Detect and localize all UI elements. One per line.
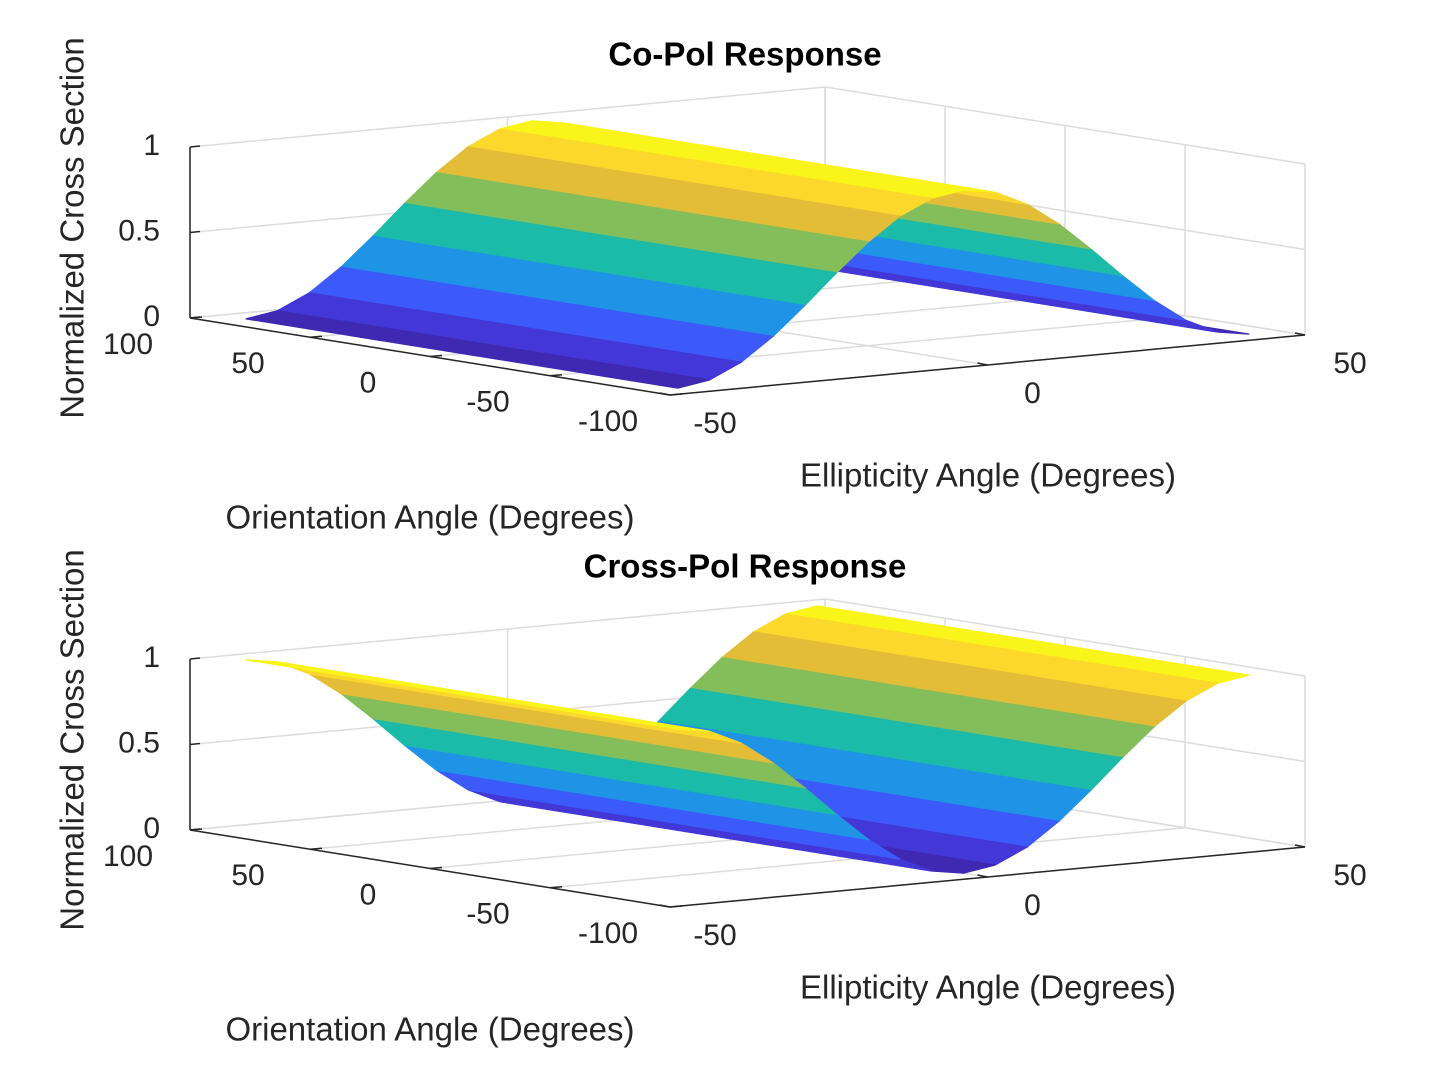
y-tick-label: 50 [231, 347, 264, 380]
x-tick-label: 0 [1024, 889, 1041, 922]
grid-line [824, 86, 1306, 165]
x-axis-label: Ellipticity Angle (Degrees) [800, 969, 1176, 1006]
z-tick [189, 145, 201, 148]
surface-patch [569, 362, 710, 389]
grid-line [824, 598, 1306, 677]
z-tick-label: 0.5 [118, 214, 160, 247]
x-tick-label: -50 [693, 407, 736, 440]
y-tick-label: 0 [360, 366, 377, 399]
y-tick [429, 354, 443, 358]
x-tick [1294, 332, 1306, 336]
y-tick-label: -100 [578, 917, 638, 950]
y-tick-label: 0 [360, 878, 377, 911]
y-tick [549, 374, 563, 377]
x-tick [1294, 844, 1306, 848]
z-tick [189, 742, 201, 746]
x-tick-label: 50 [1333, 347, 1366, 380]
y-tick [549, 886, 563, 889]
grid-line [189, 86, 826, 148]
z-tick-label: 0 [143, 300, 160, 333]
x-tick-label: 0 [1024, 377, 1041, 410]
x-axis-label: Ellipticity Angle (Degrees) [800, 457, 1176, 494]
z-axis-label: Normalized Cross Section [54, 37, 91, 418]
x-tick [659, 904, 671, 908]
y-tick-label: -100 [578, 405, 638, 438]
y-tick [189, 316, 203, 319]
z-tick [189, 657, 201, 660]
z-axis-label: Normalized Cross Section [54, 549, 91, 930]
y-tick [309, 335, 323, 338]
z-tick-label: 1 [143, 129, 160, 162]
y-tick [429, 866, 443, 870]
z-tick-label: 0 [143, 812, 160, 845]
y-tick-label: 100 [103, 328, 153, 361]
z-tick-label: 0.5 [118, 726, 160, 759]
y-tick [669, 905, 683, 908]
x-tick-label: 50 [1333, 859, 1366, 892]
y-tick-label: -50 [466, 386, 509, 419]
y-tick-label: 100 [103, 840, 153, 873]
y-tick-label: 50 [231, 859, 264, 892]
x-tick [977, 874, 988, 878]
x-tick-label: -50 [693, 919, 736, 952]
y-tick [309, 847, 323, 850]
chart-title: Co-Pol Response [608, 36, 881, 73]
y-tick-label: -50 [466, 898, 509, 931]
y-tick [669, 393, 683, 396]
z-tick-label: 1 [143, 641, 160, 674]
y-axis-label: Orientation Angle (Degrees) [225, 1011, 634, 1048]
chart-title: Cross-Pol Response [584, 548, 907, 585]
y-axis-label: Orientation Angle (Degrees) [225, 499, 634, 536]
y-tick [189, 828, 203, 831]
x-tick [977, 362, 988, 366]
x-tick [659, 392, 671, 396]
grid-line [189, 598, 826, 660]
z-tick [189, 230, 201, 234]
surface-patch [569, 711, 710, 732]
